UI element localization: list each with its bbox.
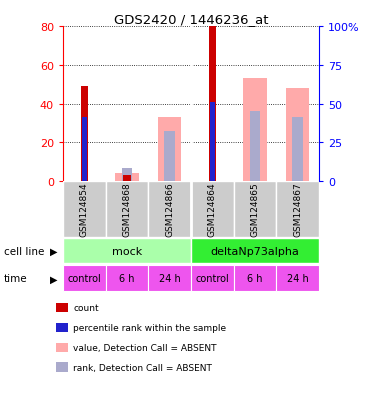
- Bar: [234, 266, 276, 292]
- Text: cell line: cell line: [4, 246, 44, 256]
- Bar: [191, 182, 234, 237]
- Text: mock: mock: [112, 246, 142, 256]
- Bar: [63, 182, 106, 237]
- Bar: [115, 174, 139, 182]
- Text: control: control: [196, 274, 229, 284]
- Bar: [122, 168, 132, 182]
- Text: percentile rank within the sample: percentile rank within the sample: [73, 323, 226, 332]
- Bar: [243, 79, 267, 182]
- Bar: [234, 182, 276, 237]
- Text: ▶: ▶: [50, 274, 58, 284]
- Text: GSM124864: GSM124864: [208, 183, 217, 237]
- Text: deltaNp73alpha: deltaNp73alpha: [211, 246, 299, 256]
- Text: 24 h: 24 h: [287, 274, 309, 284]
- Bar: [123, 176, 131, 182]
- Bar: [276, 266, 319, 292]
- Text: value, Detection Call = ABSENT: value, Detection Call = ABSENT: [73, 343, 217, 352]
- Bar: [209, 27, 216, 182]
- Bar: [292, 118, 303, 182]
- Bar: [276, 182, 319, 237]
- Bar: [158, 118, 181, 182]
- Bar: [63, 239, 191, 263]
- Text: 6 h: 6 h: [247, 274, 263, 284]
- Text: GSM124868: GSM124868: [122, 182, 132, 237]
- Text: GSM124866: GSM124866: [165, 182, 174, 237]
- Bar: [106, 266, 148, 292]
- Bar: [191, 266, 234, 292]
- Text: GSM124867: GSM124867: [293, 182, 302, 237]
- Text: control: control: [68, 274, 101, 284]
- Bar: [82, 118, 87, 182]
- Bar: [81, 87, 88, 182]
- Text: time: time: [4, 274, 27, 284]
- Text: rank, Detection Call = ABSENT: rank, Detection Call = ABSENT: [73, 363, 212, 372]
- Text: 24 h: 24 h: [159, 274, 181, 284]
- Bar: [148, 266, 191, 292]
- Text: 6 h: 6 h: [119, 274, 135, 284]
- Bar: [63, 266, 106, 292]
- Title: GDS2420 / 1446236_at: GDS2420 / 1446236_at: [114, 13, 268, 26]
- Bar: [210, 102, 215, 182]
- Bar: [164, 131, 175, 182]
- Text: count: count: [73, 303, 99, 312]
- Bar: [250, 112, 260, 182]
- Text: GSM124854: GSM124854: [80, 183, 89, 237]
- Text: GSM124865: GSM124865: [250, 182, 260, 237]
- Bar: [148, 182, 191, 237]
- Text: ▶: ▶: [50, 246, 58, 256]
- Bar: [286, 89, 309, 182]
- Bar: [191, 239, 319, 263]
- Bar: [106, 182, 148, 237]
